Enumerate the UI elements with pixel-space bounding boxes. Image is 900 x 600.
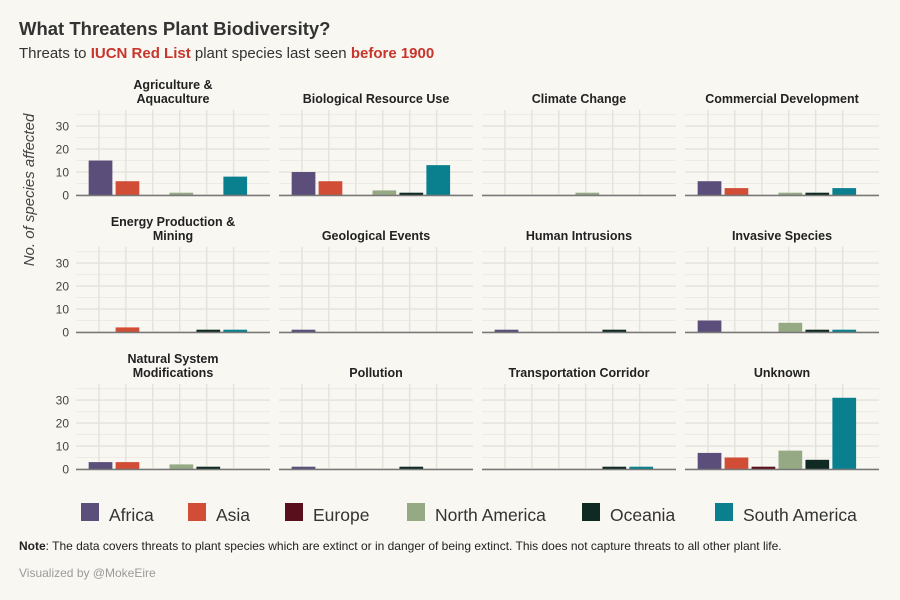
subtitle-middle: plant species last seen [190, 45, 351, 62]
bar-south-america [223, 176, 248, 195]
y-tick-label: 0 [62, 189, 69, 203]
bar-oceania [196, 466, 221, 469]
bar-oceania [399, 192, 424, 195]
panel-title: Natural System Modifications [127, 352, 218, 380]
bar-africa [88, 462, 113, 469]
subtitle-highlight-date: before 1900 [350, 45, 435, 62]
legend-swatch [582, 503, 600, 521]
y-tick-label: 20 [56, 417, 70, 431]
legend-label: Europe [313, 505, 369, 525]
bar-africa [494, 329, 519, 332]
chart-credit: Visualized by @MokeEire [19, 566, 156, 580]
panel-title: Energy Production & Mining [111, 215, 235, 243]
panel-title: Geological Events [322, 229, 430, 243]
bar-europe [751, 466, 776, 469]
panel-title: Pollution [349, 366, 402, 380]
panel-title: Biological Resource Use [303, 92, 450, 106]
note-label: Note [19, 539, 46, 553]
subtitle-prefix: Threats to [19, 45, 91, 62]
bar-asia [115, 327, 140, 332]
legend-label: Oceania [610, 505, 675, 525]
bar-north-america [778, 322, 803, 332]
chart-title: What Threatens Plant Biodiversity? [19, 18, 331, 39]
bar-asia [115, 462, 140, 469]
y-tick-label: 20 [56, 143, 70, 157]
legend-swatch [81, 503, 99, 521]
panel-title: Unknown [754, 366, 810, 380]
bar-oceania [196, 329, 221, 332]
bar-oceania [602, 466, 627, 469]
subtitle-highlight-iucn: IUCN Red List [90, 45, 191, 62]
panel-title: Climate Change [532, 92, 627, 106]
bar-north-america [575, 192, 600, 195]
bar-north-america [778, 450, 803, 469]
legend-swatch [188, 503, 206, 521]
bar-africa [88, 160, 113, 195]
y-tick-label: 0 [62, 326, 69, 340]
legend-swatch [407, 503, 425, 521]
bar-oceania [805, 329, 830, 332]
bar-asia [318, 181, 343, 195]
bar-oceania [805, 459, 830, 469]
bar-oceania [805, 192, 830, 195]
bar-africa [697, 320, 722, 332]
bar-south-america [426, 165, 451, 195]
panel-title: Transportation Corridor [509, 366, 650, 380]
panel-title: Commercial Development [705, 92, 859, 106]
y-tick-label: 10 [56, 440, 70, 454]
bar-africa [291, 466, 316, 469]
y-tick-label: 30 [56, 257, 70, 271]
legend-label: Asia [216, 505, 250, 525]
bar-north-america [169, 192, 194, 195]
y-tick-label: 30 [56, 120, 70, 134]
legend-label: South America [743, 505, 857, 525]
bar-south-america [629, 466, 654, 469]
bar-north-america [778, 192, 803, 195]
panel-title: Invasive Species [732, 229, 832, 243]
bar-south-america [832, 329, 857, 332]
bar-south-america [832, 188, 857, 195]
panel-title: Agriculture & Aquaculture [133, 78, 212, 106]
panel-title: Human Intrusions [526, 229, 632, 243]
bar-north-america [372, 190, 397, 195]
bar-africa [291, 172, 316, 195]
bar-asia [724, 188, 749, 195]
bar-africa [697, 181, 722, 195]
legend-label: Africa [109, 505, 154, 525]
bar-africa [697, 452, 722, 469]
y-tick-label: 10 [56, 166, 70, 180]
y-axis-label: No. of species affected [21, 113, 38, 266]
bar-north-america [169, 464, 194, 469]
chart-note: Note: The data covers threats to plant s… [19, 539, 782, 553]
bar-south-america [832, 397, 857, 469]
legend-swatch [285, 503, 303, 521]
y-tick-label: 20 [56, 280, 70, 294]
legend-swatch [715, 503, 733, 521]
note-text: : The data covers threats to plant speci… [45, 539, 782, 553]
bar-oceania [602, 329, 627, 332]
bar-oceania [399, 466, 424, 469]
y-tick-label: 0 [62, 463, 69, 477]
y-tick-label: 30 [56, 394, 70, 408]
legend-label: North America [435, 505, 546, 525]
bar-south-america [223, 329, 248, 332]
chart-subtitle: Threats to IUCN Red List plant species l… [19, 45, 434, 62]
bar-asia [115, 181, 140, 195]
bar-asia [724, 457, 749, 469]
y-tick-label: 10 [56, 303, 70, 317]
bar-africa [291, 329, 316, 332]
